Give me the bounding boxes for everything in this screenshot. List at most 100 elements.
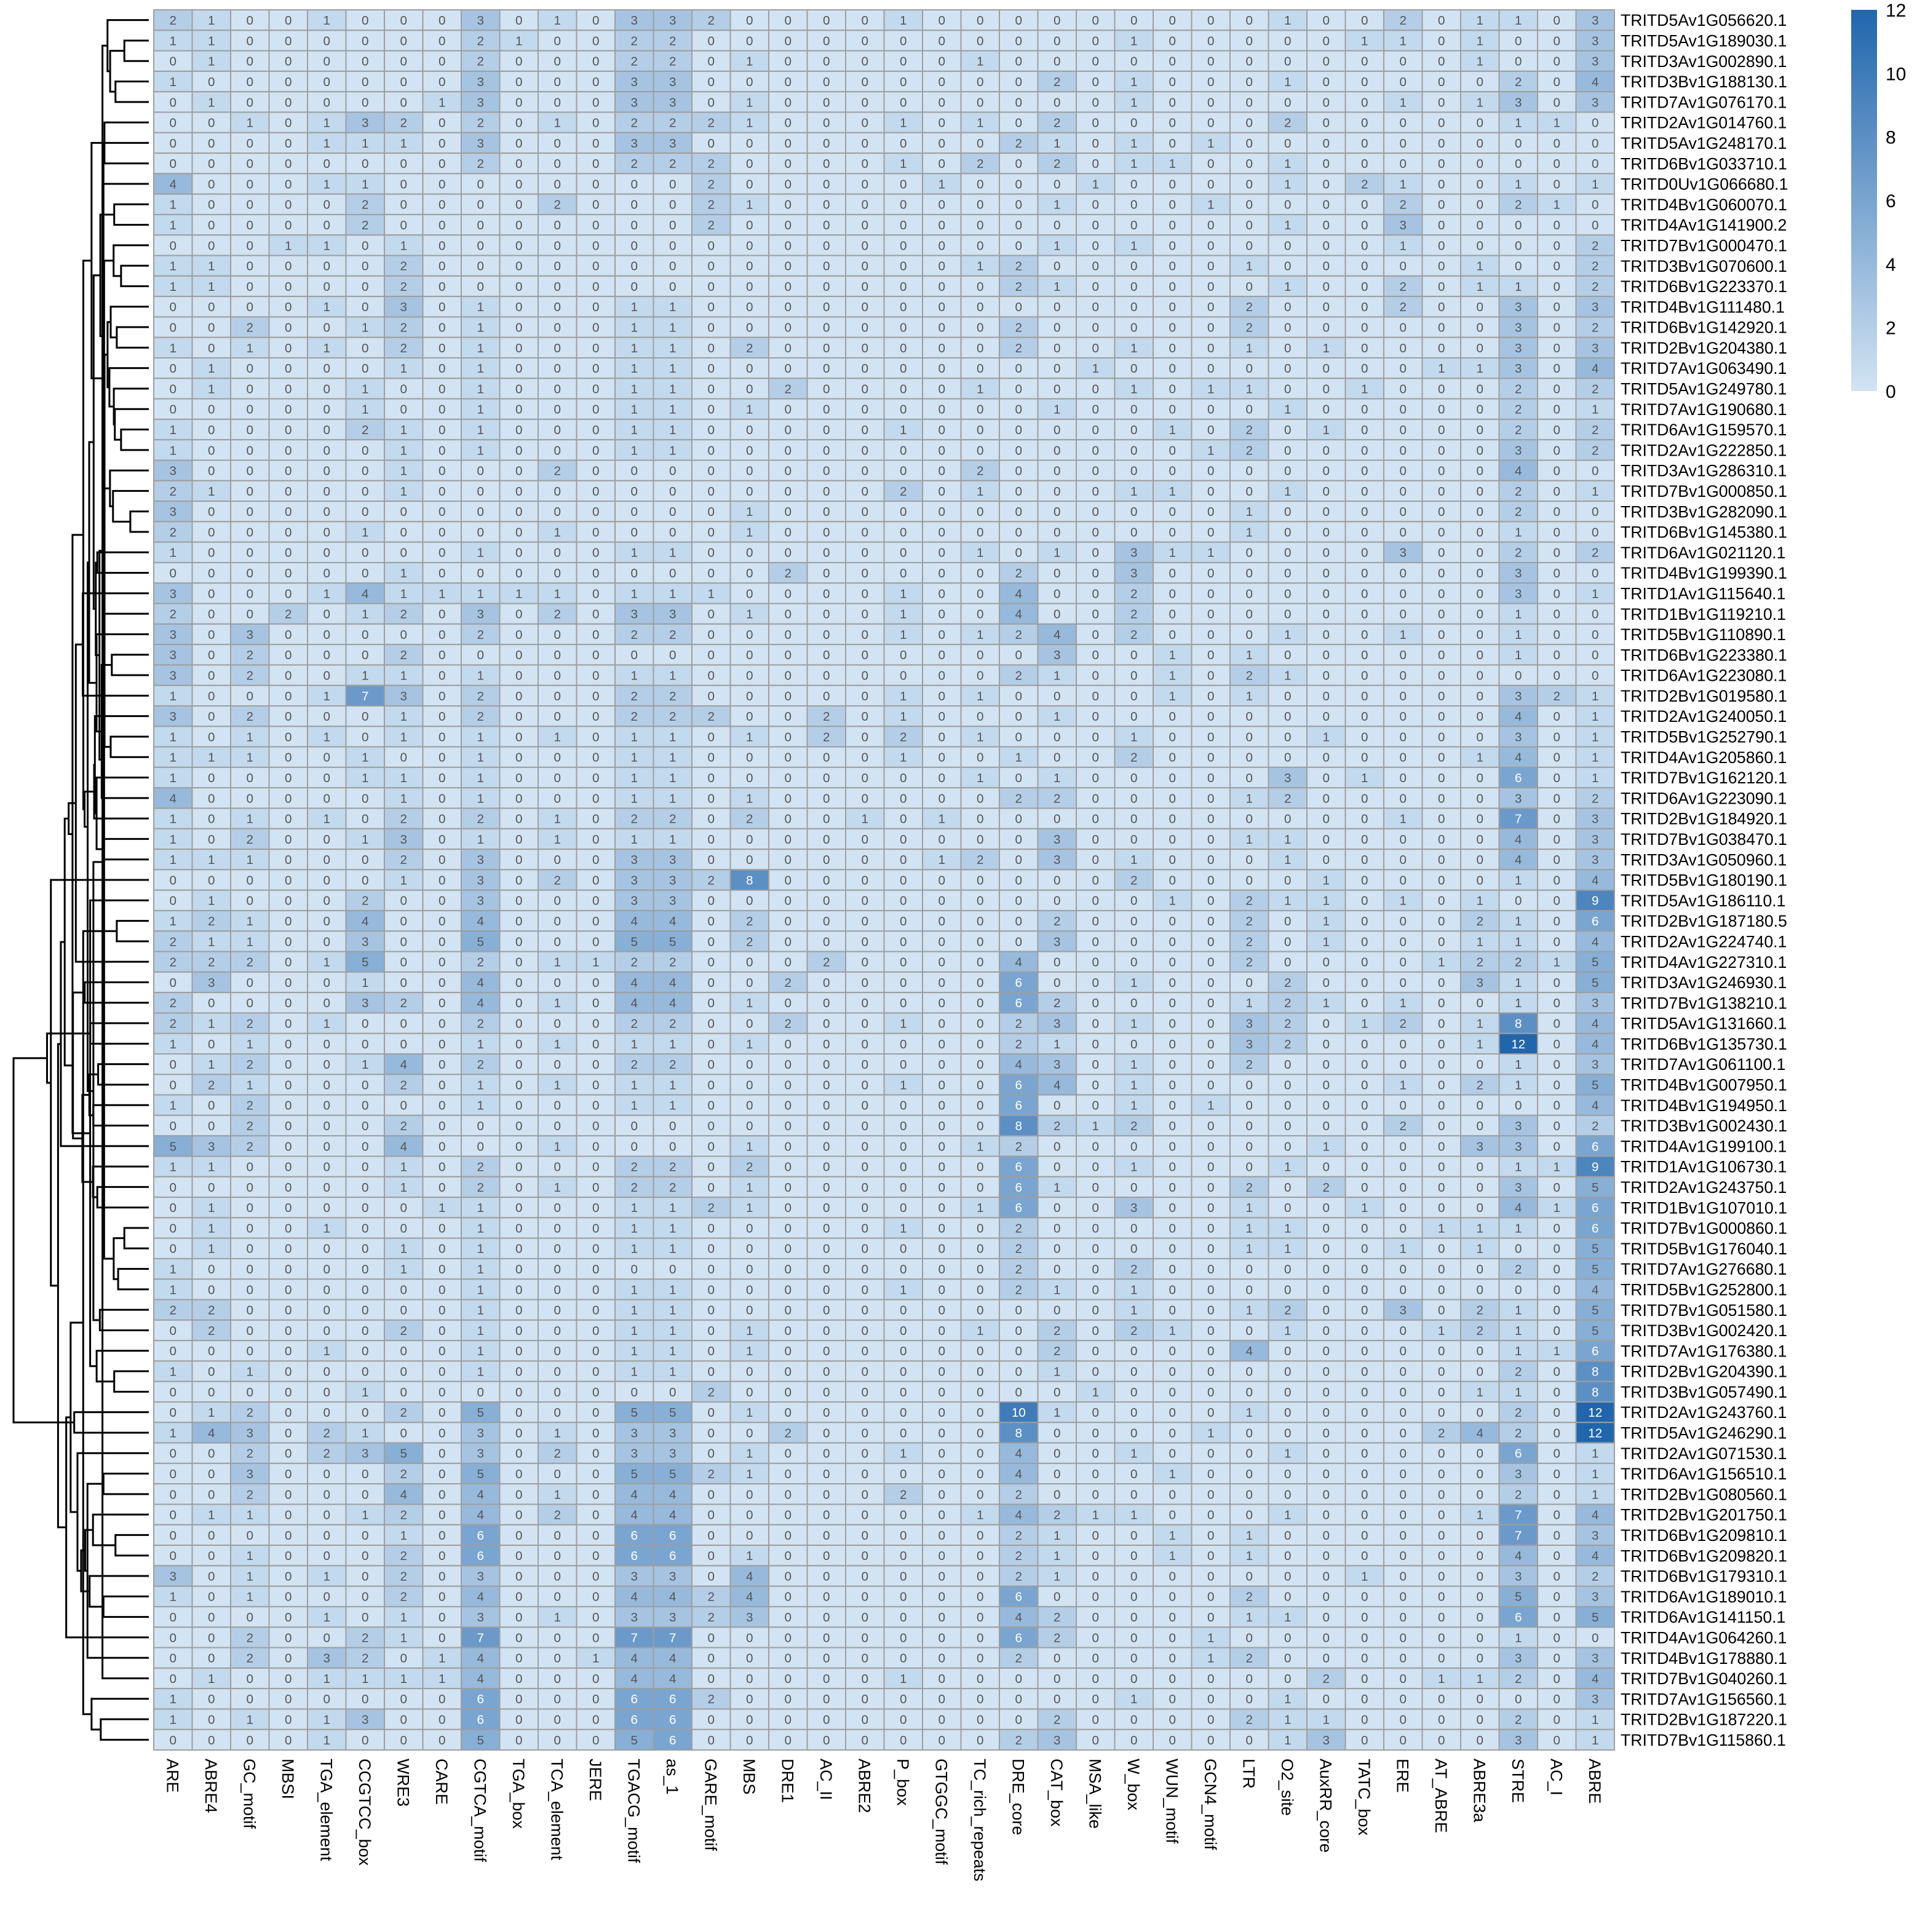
- heatmap-cell-value: 0: [1207, 608, 1214, 622]
- heatmap-cell: [1421, 30, 1461, 52]
- heatmap-cell-value: 0: [939, 566, 945, 580]
- heatmap-cell-value: 0: [1169, 177, 1176, 191]
- heatmap-cell-value: 3: [400, 833, 407, 847]
- heatmap-cell-value: 0: [1092, 791, 1099, 806]
- heatmap-cell-value: 0: [823, 55, 830, 69]
- heatmap-cell-value: 0: [285, 259, 292, 274]
- heatmap-cell-value: 0: [1554, 730, 1560, 744]
- heatmap-cell-value: 0: [400, 628, 407, 642]
- heatmap-cell-value: 0: [1477, 546, 1483, 560]
- heatmap-cell-value: 1: [170, 812, 177, 826]
- heatmap-cell-value: 0: [285, 668, 292, 683]
- heatmap-cell-value: 0: [1015, 116, 1022, 130]
- heatmap-cell-value: 1: [362, 177, 368, 191]
- heatmap-cell-value: 0: [285, 403, 292, 417]
- heatmap-cell-value: 0: [1361, 157, 1368, 171]
- heatmap-cell-value: 0: [170, 55, 177, 69]
- heatmap-cell-value: 0: [746, 689, 753, 703]
- heatmap-cell-value: 0: [439, 853, 445, 867]
- heatmap-cell-value: 0: [439, 218, 445, 232]
- heatmap-cell-value: 1: [1169, 157, 1176, 171]
- heatmap-cell-value: 2: [1015, 668, 1022, 683]
- heatmap-cell-value: 1: [1130, 157, 1137, 171]
- heatmap-cell-value: 1: [746, 525, 753, 539]
- heatmap-cell-value: 0: [823, 628, 830, 642]
- heatmap-cell-value: 0: [1438, 608, 1445, 622]
- heatmap-cell-value: 2: [400, 341, 407, 355]
- heatmap-cell-value: 1: [554, 14, 561, 28]
- heatmap-cell-value: 0: [439, 771, 445, 785]
- heatmap-cell-value: 0: [862, 218, 868, 232]
- heatmap-cell-value: 0: [1438, 546, 1445, 560]
- heatmap-cell-value: 0: [862, 689, 868, 703]
- dendrogram-branch: [84, 790, 95, 828]
- heatmap-cell: [1306, 30, 1346, 52]
- heatmap-cell: [883, 91, 923, 113]
- heatmap-cell-value: 0: [362, 485, 368, 499]
- heatmap-cell-value: 4: [362, 587, 368, 601]
- heatmap-cell-value: 0: [439, 362, 445, 376]
- heatmap-cell-value: 0: [1130, 14, 1137, 28]
- heatmap-cell-value: 1: [1169, 689, 1176, 703]
- heatmap-cell-value: 1: [170, 423, 177, 437]
- heatmap-cell-value: 0: [247, 259, 253, 274]
- heatmap-cell-value: 3: [669, 137, 676, 151]
- heatmap-cell-value: 3: [477, 873, 484, 887]
- heatmap-cell-value: 4: [1015, 608, 1022, 622]
- heatmap-cell-value: 3: [247, 628, 253, 642]
- heatmap-cell-value: 0: [939, 771, 945, 785]
- dendrogram-branch: [90, 141, 105, 379]
- heatmap-cell-value: 0: [400, 177, 407, 191]
- heatmap-cell-value: 0: [862, 668, 868, 683]
- heatmap-cell-value: 0: [1515, 157, 1522, 171]
- heatmap-cell-value: 0: [515, 771, 522, 785]
- heatmap-cell-value: 0: [939, 116, 945, 130]
- heatmap-cell-value: 0: [247, 505, 253, 519]
- heatmap-cell-value: 1: [1592, 689, 1598, 703]
- heatmap-cell-value: 1: [1130, 485, 1137, 499]
- heatmap-cell-value: 0: [1400, 485, 1407, 499]
- heatmap-cell-value: 0: [1246, 730, 1253, 744]
- heatmap-cell-value: 0: [977, 791, 983, 806]
- heatmap-cell-value: 3: [1515, 443, 1522, 457]
- heatmap-cell-value: 1: [208, 751, 215, 765]
- heatmap-cell-value: 3: [1515, 689, 1522, 703]
- heatmap-cell-value: 1: [400, 710, 407, 724]
- heatmap-cell-value: 0: [1207, 853, 1214, 867]
- heatmap-cell-value: 0: [247, 75, 253, 89]
- heatmap-cell-value: 0: [1323, 280, 1330, 294]
- heatmap-cell-value: 0: [170, 894, 177, 908]
- heatmap-cell-value: 0: [247, 34, 253, 48]
- heatmap-cell-value: 1: [400, 566, 407, 580]
- heatmap-cell-value: 0: [554, 894, 561, 908]
- heatmap-cell-value: 0: [1361, 218, 1368, 232]
- heatmap-cell-value: 0: [208, 198, 215, 212]
- heatmap-cell-value: 0: [515, 812, 522, 826]
- heatmap-cell-value: 1: [554, 812, 561, 826]
- heatmap-cell-value: 0: [631, 648, 638, 662]
- heatmap-cell-value: 0: [1361, 525, 1368, 539]
- dendrogram-branch: [120, 429, 149, 451]
- heatmap-cell-value: 0: [1284, 300, 1291, 314]
- heatmap-cell-value: 1: [208, 894, 215, 908]
- heatmap-cell-value: 0: [1169, 791, 1176, 806]
- heatmap-cell-value: 0: [1092, 95, 1099, 109]
- heatmap-cell-value: 0: [285, 443, 292, 457]
- heatmap-cell-value: 0: [1477, 730, 1483, 744]
- heatmap-cell-value: 0: [785, 587, 792, 601]
- heatmap-cell: [1076, 30, 1116, 52]
- heatmap-cell-value: 0: [1361, 362, 1368, 376]
- heatmap-cell-value: 2: [477, 55, 484, 69]
- heatmap-cell-value: 0: [1246, 628, 1253, 642]
- heatmap-cell-value: 0: [1169, 710, 1176, 724]
- heatmap-cell-value: 2: [1515, 485, 1522, 499]
- heatmap-cell-value: 0: [1438, 710, 1445, 724]
- heatmap-cell-value: 0: [785, 853, 792, 867]
- heatmap-cell-value: 2: [669, 628, 676, 642]
- heatmap-cell-value: 0: [1323, 505, 1330, 519]
- heatmap-cell-value: 0: [1438, 280, 1445, 294]
- heatmap-cell-value: 0: [1169, 505, 1176, 519]
- heatmap-cell-value: 0: [1092, 566, 1099, 580]
- heatmap-cell-value: 0: [1246, 137, 1253, 151]
- heatmap-cell-value: 2: [554, 464, 561, 478]
